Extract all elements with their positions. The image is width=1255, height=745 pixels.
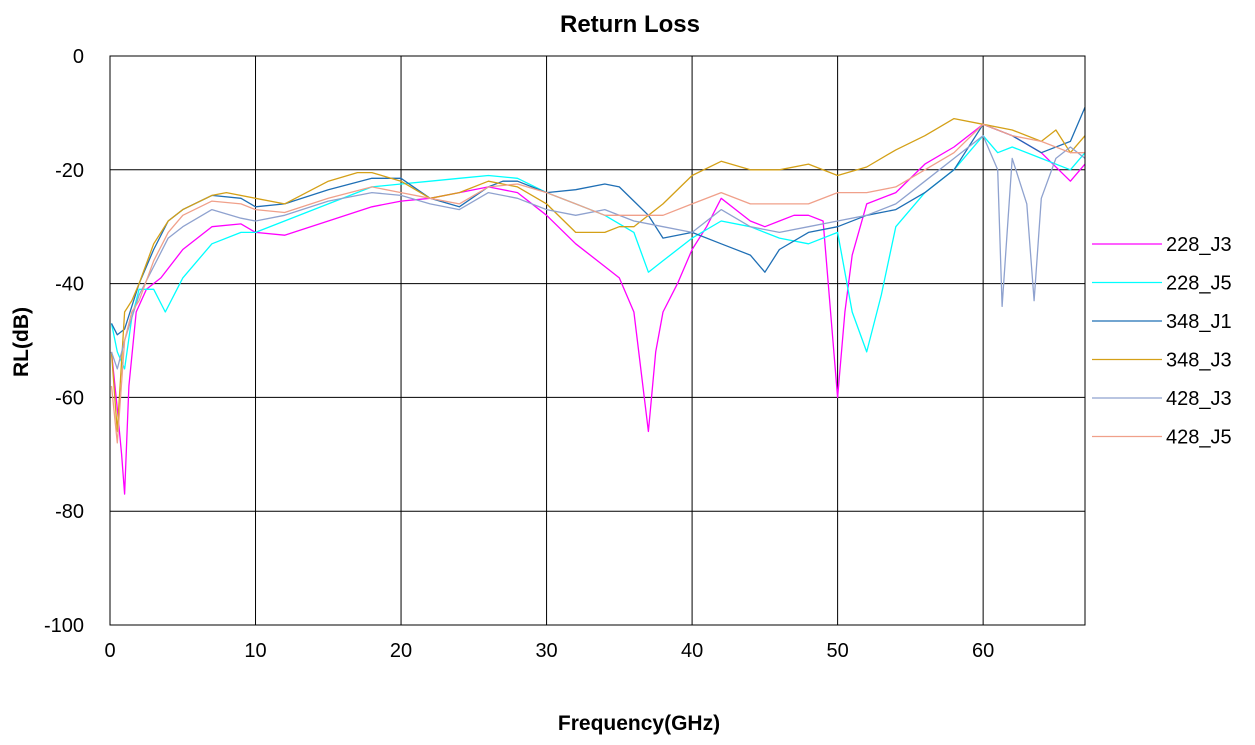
x-tick-label: 20 (390, 640, 412, 662)
series-line-348_J3 (110, 117, 1086, 433)
x-tick-label: 0 (104, 640, 115, 662)
y-tick-label: -40 (55, 274, 84, 296)
y-tick-label: -100 (44, 615, 84, 637)
x-tick-label: 60 (972, 640, 994, 662)
y-tick-label: -60 (55, 387, 84, 409)
series-layer (110, 106, 1086, 495)
legend-label-428_J3: 428_J3 (1166, 388, 1232, 410)
series-line-228_J3 (110, 123, 1086, 495)
legend-label-348_J1: 348_J1 (1166, 311, 1232, 333)
legend: 228_J3 228_J5 348_J1 348_J3 428_J3 428_J5 (1092, 234, 1232, 449)
legend-label-228_J3: 228_J3 (1166, 234, 1232, 256)
series-line-428_J5 (110, 123, 1085, 444)
x-tick-label: 40 (681, 640, 703, 662)
y-tick-label: -20 (55, 160, 84, 182)
plot-area (109, 55, 1086, 626)
tick-labels: 0 10 20 30 40 50 60 0 -20 -40 -60 -80 -100 (44, 46, 994, 662)
x-tick-label: 30 (535, 640, 557, 662)
legend-label-228_J5: 228_J5 (1166, 273, 1232, 295)
grid (109, 55, 1085, 626)
y-tick-label: 0 (73, 46, 84, 68)
chart-title: Return Loss (560, 11, 700, 38)
y-tick-label: -80 (55, 501, 84, 523)
x-tick-label: 10 (244, 640, 266, 662)
y-axis-label: RL(dB) (10, 307, 33, 377)
legend-label-428_J5: 428_J5 (1166, 427, 1232, 449)
series-line-428_J3 (110, 135, 1086, 370)
x-tick-label: 50 (826, 640, 848, 662)
legend-label-348_J3: 348_J3 (1166, 350, 1232, 372)
x-axis-label: Frequency(GHz) (558, 712, 720, 735)
